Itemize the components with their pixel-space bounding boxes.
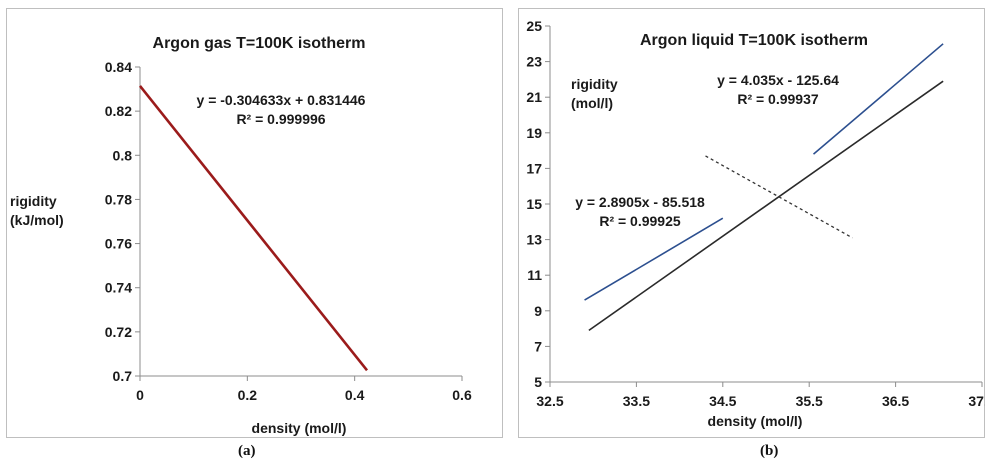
y-tick-label: 0.7 (113, 368, 133, 384)
y-tick-label: 23 (526, 54, 542, 70)
x-axis-label: density (mol/l) (708, 413, 803, 429)
x-tick-label: 0 (136, 387, 144, 403)
y-tick-label: 9 (534, 303, 542, 319)
x-tick-label: 32.5 (536, 393, 563, 409)
y-tick-label: 0.8 (113, 147, 133, 163)
y-tick-label: 21 (526, 89, 542, 105)
y-tick-label: 11 (527, 267, 542, 283)
y-tick-label: 5 (534, 374, 542, 390)
x-tick-label: 36.5 (882, 393, 909, 409)
x-tick-label: 34.5 (709, 393, 736, 409)
x-tick-label: 37.5 (968, 393, 985, 409)
y-axis-label: rigidity (10, 193, 57, 209)
x-tick-label: 35.5 (796, 393, 823, 409)
x-tick-label: 0.4 (345, 387, 365, 403)
trendline-equation: y = -0.304633x + 0.831446 (197, 92, 366, 108)
y-tick-label: 25 (526, 18, 542, 34)
x-axis-label: density (mol/l) (252, 420, 347, 436)
y-tick-label: 0.72 (105, 324, 132, 340)
chart-border (6, 8, 503, 438)
y-tick-label: 0.76 (105, 236, 132, 252)
x-tick-label: 0.2 (238, 387, 258, 403)
r-squared-label: R² = 0.99937 (737, 91, 819, 107)
chart-title: Argon gas T=100K isotherm (153, 35, 366, 52)
r-squared-label: R² = 0.999996 (236, 111, 325, 127)
r-squared-label: R² = 0.99925 (599, 213, 681, 229)
series-line-3 (588, 80, 944, 332)
y-tick-label: 0.82 (105, 103, 132, 119)
chart-title: Argon liquid T=100K isotherm (640, 32, 868, 49)
y-tick-label: 19 (526, 125, 542, 141)
chart-a-svg: 0.7 0.72 0.74 0.76 0.78 0.8 0.82 0.84 0 0.2 0.4 0.6… (6, 8, 503, 438)
y-tick-label: 17 (526, 160, 542, 176)
y-tick-label: 0.78 (105, 191, 132, 207)
caption-a: (a) (238, 443, 256, 459)
y-tick-label: 7 (534, 338, 542, 354)
x-tick-label: 0.6 (452, 387, 472, 403)
y-tick-label: 0.84 (105, 59, 132, 75)
chart-panel-a: 0.7 0.72 0.74 0.76 0.78 0.8 0.82 0.84 0 0.2 0.4 0.6… (6, 8, 503, 438)
y-tick-label: 15 (526, 196, 542, 212)
chart-b-svg: 5 7 9 11 13 15 17 19 21 23 25 32.5 33.5 34.5 35.5 36.5 3… (518, 8, 985, 438)
y-tick-label: 0.74 (105, 280, 132, 296)
series-line-1 (138, 85, 369, 372)
series-line-4 (705, 155, 853, 239)
trendline-equation: y = 4.035x - 125.64 (717, 72, 839, 88)
y-tick-label: 13 (526, 232, 542, 248)
y-axis-label: (kJ/mol) (10, 212, 64, 228)
caption-b: (b) (760, 443, 779, 459)
y-axis-label: (mol/l) (571, 95, 613, 111)
chart-panel-b: 5 7 9 11 13 15 17 19 21 23 25 32.5 33.5 34.5 35.5 36.5 3… (518, 8, 985, 438)
y-axis-label: rigidity (571, 76, 618, 92)
trendline-equation: y = 2.8905x - 85.518 (575, 194, 705, 210)
series-line-1 (584, 217, 724, 301)
x-tick-label: 33.5 (623, 393, 650, 409)
series-line-2 (813, 43, 944, 155)
